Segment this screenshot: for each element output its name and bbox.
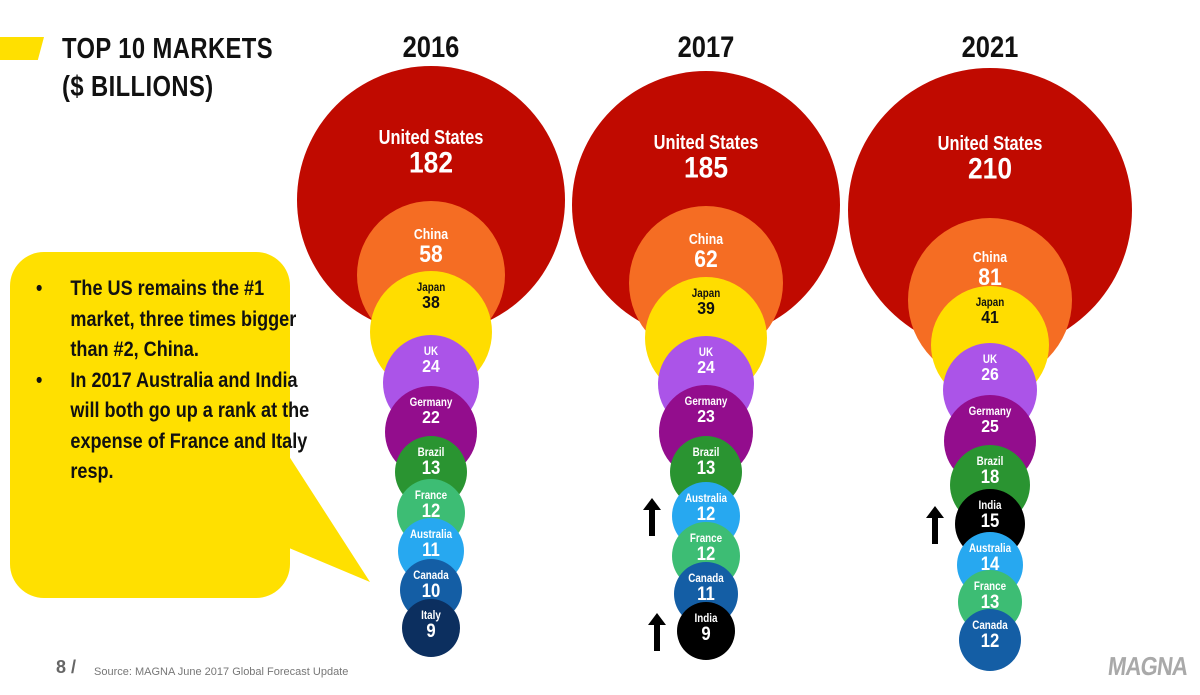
bubble-value: 12 — [697, 543, 716, 564]
bubble-name: Germany — [685, 395, 728, 408]
title-accent-bar — [0, 37, 44, 60]
bubble-value: 13 — [697, 457, 716, 478]
bubble-value: 62 — [694, 246, 717, 273]
bubble-value: 13 — [981, 591, 1000, 612]
bubble-value: 9 — [701, 623, 710, 644]
bubble-value: 182 — [409, 145, 453, 179]
bubble-name: Japan — [976, 296, 1005, 309]
bubble-name: Japan — [417, 281, 446, 294]
bubble-value: 185 — [684, 150, 728, 184]
bubble-india — [677, 602, 735, 660]
title-line-2: ($ BILLIONS) — [62, 71, 214, 103]
callout-item: • In 2017 Australia and India will both … — [36, 366, 311, 488]
bubble-value: 22 — [422, 407, 440, 427]
page-number: 8 / — [56, 657, 77, 677]
bubble-value: 12 — [422, 500, 441, 521]
bubble-name: India — [695, 612, 719, 625]
bubble-name: France — [415, 489, 447, 502]
bubble-name: Japan — [692, 287, 721, 300]
bullet-icon: • — [36, 277, 43, 300]
source-note: Source: MAGNA June 2017 Global Forecast … — [94, 666, 349, 678]
bubble-name: Brazil — [693, 446, 720, 459]
title-line-1: TOP 10 MARKETS — [62, 33, 274, 65]
bubble-name: Brazil — [977, 455, 1004, 468]
bubble-value: 81 — [978, 264, 1001, 291]
bubble-name: China — [689, 231, 723, 247]
bubble-value: 39 — [697, 298, 715, 318]
bubble-name: China — [973, 249, 1007, 265]
bubble-value: 41 — [981, 307, 999, 327]
bubble-name: UK — [424, 345, 438, 358]
bubble-name: Germany — [410, 396, 453, 409]
callout-text: The US remains the #1 market, three time… — [70, 277, 297, 361]
bubble-name: India — [979, 499, 1003, 512]
rank-up-arrow-icon — [648, 613, 666, 651]
bubble-name: Australia — [685, 492, 728, 505]
bubble-name: United States — [654, 130, 759, 153]
bubble-name: United States — [379, 125, 484, 148]
rank-up-arrow-icon — [643, 498, 661, 536]
bubble-name: Canada — [688, 572, 724, 585]
bubble-name: China — [414, 226, 448, 242]
bubble-value: 25 — [981, 416, 999, 436]
bubble-canada — [959, 609, 1021, 671]
bubble-name: Australia — [410, 528, 453, 541]
bubble-value: 24 — [697, 357, 715, 377]
bubble-value: 18 — [981, 466, 1000, 487]
bubble-name: Italy — [421, 609, 441, 622]
bubble-name: Brazil — [418, 446, 445, 459]
year-label: 2021 — [962, 30, 1019, 63]
bubble-name: Australia — [969, 542, 1012, 555]
bubble-value: 10 — [422, 580, 441, 601]
callout-list: • The US remains the #1 market, three ti… — [36, 274, 309, 488]
bubble-value: 38 — [422, 292, 440, 312]
page-title: TOP 10 MARKETS ($ BILLIONS) — [62, 30, 273, 106]
callout-item: • The US remains the #1 market, three ti… — [36, 274, 311, 366]
bubble-value: 12 — [697, 503, 716, 524]
bubble-name: Canada — [972, 619, 1008, 632]
bubble-value: 14 — [981, 553, 1000, 574]
bubble-name: France — [974, 580, 1006, 593]
rank-up-arrow-icon — [926, 506, 944, 544]
bubble-name: UK — [699, 346, 713, 359]
bubble-value: 58 — [419, 241, 442, 268]
bubble-name: Canada — [413, 569, 449, 582]
bubble-value: 12 — [981, 630, 1000, 651]
callout-text: In 2017 Australia and India will both go… — [70, 368, 310, 484]
bubble-value: 13 — [422, 457, 441, 478]
bubble-italy — [402, 599, 460, 657]
bubble-value: 26 — [981, 364, 999, 384]
bubble-value: 11 — [697, 583, 715, 604]
magna-logo: MAGNA — [1106, 651, 1190, 681]
bubble-value: 210 — [968, 151, 1012, 185]
bullet-icon: • — [36, 368, 43, 392]
bubble-name: Germany — [969, 405, 1012, 418]
bubble-value: 15 — [981, 510, 1000, 531]
year-label: 2017 — [678, 30, 735, 63]
bubble-value: 11 — [422, 539, 440, 560]
bubble-name: UK — [983, 353, 997, 366]
bubble-name: France — [690, 532, 722, 545]
year-label: 2016 — [403, 30, 460, 63]
bubble-value: 24 — [422, 356, 440, 376]
bubble-value: 23 — [697, 406, 715, 426]
bubble-value: 9 — [426, 620, 435, 641]
callout-box — [10, 252, 290, 598]
bubble-name: United States — [938, 131, 1043, 154]
